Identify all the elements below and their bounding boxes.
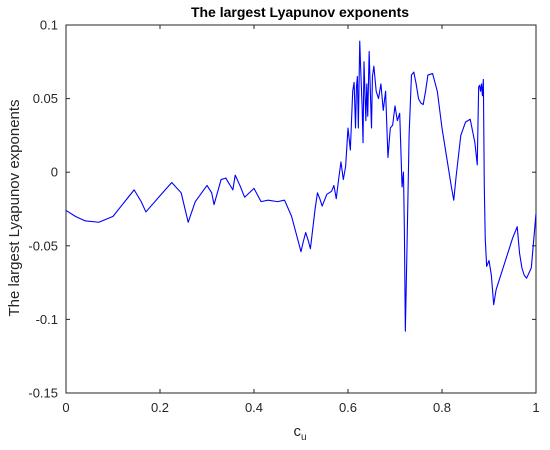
y-axis-label: The largest Lyapunov exponents	[6, 99, 23, 316]
ticks	[65, 24, 537, 394]
x-tick-label: 0.2	[151, 400, 169, 415]
x-tick-label: 0	[62, 400, 69, 415]
y-tick-label: -0.05	[28, 238, 58, 253]
y-tick-label: 0.1	[40, 18, 58, 33]
y-tick-label: 0.05	[33, 91, 58, 106]
chart-title: The largest Lyapunov exponents	[191, 4, 409, 20]
x-axis-label-subscript: u	[301, 432, 307, 443]
y-tick-label: -0.1	[36, 312, 58, 327]
x-tick-label: 0.8	[433, 400, 451, 415]
x-axis-label: cu	[293, 423, 306, 443]
x-tick-label: 1	[532, 400, 539, 415]
y-tick-label: -0.15	[28, 386, 58, 401]
series-line-lyapunov	[65, 40, 537, 332]
x-axis-label-main: c	[293, 423, 301, 440]
x-tick-label: 0.4	[245, 400, 263, 415]
x-tick-label: 0.6	[339, 400, 357, 415]
tick-labels: 0 0.2 0.4 0.6 0.8 1 -0.15 -0.1 -0.05 0 0.05 0.1	[28, 18, 539, 416]
plot-area	[65, 24, 537, 394]
y-tick-label: 0	[51, 165, 58, 180]
